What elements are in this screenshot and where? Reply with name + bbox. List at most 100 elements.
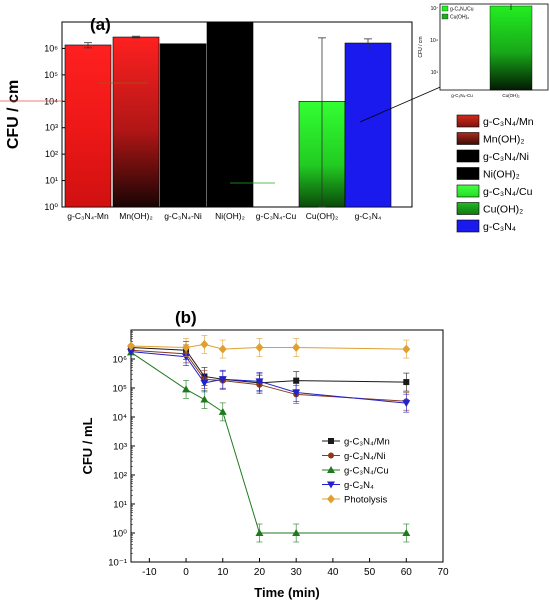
legend-a: g-C₃N₄/Mn Mn(OH)₂ g-C₃N₄/Ni Ni(OH)₂ g-C₃N₄/C… xyxy=(456,114,534,233)
series-3 xyxy=(127,347,411,413)
y-tick-label-a: 10¹ xyxy=(45,176,58,186)
data-point xyxy=(182,342,191,352)
legend-swatch xyxy=(456,132,480,145)
data-point xyxy=(218,376,227,384)
data-point xyxy=(200,379,209,387)
legend-label-b: g-C₃N₄/Ni xyxy=(344,451,386,462)
x-tick-label-b: 30 xyxy=(291,567,303,578)
legend-swatch xyxy=(456,202,480,215)
inset-chart: 10⁷ 10⁴ 10¹ CFU / cm g-C₃N₄-Cu Cu(OH)₂ g-C₃N₄/… xyxy=(418,3,549,98)
category-label: g-C₃N₄ xyxy=(355,211,382,221)
panel-label-b: (b) xyxy=(175,308,197,327)
category-label: Mn(OH)₂ xyxy=(119,211,153,221)
inset-legend-label: Cu(OH)₂ xyxy=(450,15,469,21)
inset-legend-swatch xyxy=(441,13,449,20)
data-point xyxy=(402,529,411,536)
x-tick-label-b: 0 xyxy=(183,567,189,578)
data-point xyxy=(328,452,334,459)
y-tick-label-b: 10⁰ xyxy=(113,529,128,540)
legend-label: g-C₃N₄/Mn xyxy=(483,116,534,128)
legend-swatch xyxy=(456,184,480,198)
panel-a: 10⁰ 10¹ 10² 10³ 10⁴ 10⁵ 10⁶ CFU / cm (a) g-C₃N₄-M… xyxy=(0,15,446,221)
category-label: g-C₃N₄-Mn xyxy=(67,211,109,221)
x-tick-label-b: -10 xyxy=(142,567,157,578)
inset-y-label: CFU / cm xyxy=(418,36,424,57)
data-point xyxy=(328,438,334,444)
legend-label: Ni(OH)₂ xyxy=(483,169,520,181)
x-axis-label-b: Time (min) xyxy=(254,585,320,600)
y-tick-label-a: 10² xyxy=(45,149,58,159)
inset-y-tick-label: 10¹ xyxy=(431,70,439,76)
data-point xyxy=(292,342,301,352)
y-tick-label-b: 10⁴ xyxy=(112,413,127,424)
category-label: Cu(OH)₂ xyxy=(306,211,339,221)
y-tick-label-b: 10⁻¹ xyxy=(108,558,127,569)
legend-label: Mn(OH)₂ xyxy=(483,134,524,146)
y-tick-label-b: 10² xyxy=(113,471,127,482)
inset-legend-label: g-C₃N₄/Cu xyxy=(450,7,474,13)
y-tick-label-a: 10⁰ xyxy=(44,202,58,212)
legend-swatch xyxy=(456,219,480,233)
category-label: g-C₃N₄-Ni xyxy=(164,211,202,221)
legend-label: g-C₃N₄/Ni xyxy=(483,151,529,163)
data-point xyxy=(255,529,264,536)
inset-connector xyxy=(359,84,446,123)
bar xyxy=(64,44,112,208)
data-point xyxy=(293,377,300,384)
y-axis-label-a: CFU / cm xyxy=(5,80,22,149)
inset-category-label: Cu(OH)₂ xyxy=(502,93,519,98)
series-line xyxy=(130,349,407,402)
y-tick-label-b: 10³ xyxy=(113,442,127,453)
data-point xyxy=(403,379,410,386)
x-tick-label-b: 60 xyxy=(401,567,413,578)
data-point xyxy=(182,353,191,361)
category-label: Ni(OH)₂ xyxy=(215,211,245,221)
legend-label-b: g-C₃N₄/Mn xyxy=(344,437,390,448)
inset-legend-swatch xyxy=(441,5,449,12)
series-line xyxy=(130,351,407,404)
legend-swatch xyxy=(456,149,480,163)
panel-label-a: (a) xyxy=(90,15,111,34)
legend-swatch xyxy=(456,167,480,180)
legend-label-b: g-C₃N₄/Cu xyxy=(344,466,389,477)
inset-y-tick-label: 10⁷ xyxy=(431,6,439,12)
data-point xyxy=(200,339,209,349)
inset-category-label: g-C₃N₄-Cu xyxy=(451,93,473,98)
data-point xyxy=(255,378,264,386)
legend-label-b: g-C₃N₄ xyxy=(344,480,374,491)
data-point xyxy=(127,341,135,351)
bar xyxy=(344,42,392,208)
series-4 xyxy=(127,335,411,359)
legend-label: g-C₃N₄/Cu xyxy=(483,186,533,198)
x-tick-label-b: 20 xyxy=(254,567,266,578)
data-point xyxy=(327,494,335,504)
bar xyxy=(206,21,254,208)
bar xyxy=(159,43,207,208)
panel-b: (b) -10 0 10 20 30 40 50 60 70 Time (min) 10⁻¹ 10⁰ 10… xyxy=(80,308,449,600)
inset-bar xyxy=(489,5,533,91)
y-tick-label-a: 10⁵ xyxy=(44,70,58,80)
series-1 xyxy=(128,344,410,411)
x-tick-label-b: 50 xyxy=(364,567,376,578)
y-tick-label-b: 10⁵ xyxy=(112,384,127,395)
legend-label: Cu(OH)₂ xyxy=(483,204,523,216)
data-point xyxy=(292,529,301,536)
legend-label-b: Photolysis xyxy=(344,495,388,506)
data-point xyxy=(327,481,335,489)
data-point xyxy=(255,342,264,352)
inset-y-tick-label: 10⁴ xyxy=(430,38,438,44)
y-tick-label-b: 10⁶ xyxy=(113,355,128,366)
x-tick-label-b: 40 xyxy=(327,567,339,578)
data-point xyxy=(402,400,411,408)
y-tick-label-a: 10³ xyxy=(45,123,58,133)
legend-swatch xyxy=(456,114,480,128)
data-point xyxy=(200,395,209,403)
plot-frame-b xyxy=(130,329,444,563)
data-point xyxy=(182,385,191,393)
y-axis-label-b: CFU / mL xyxy=(80,417,95,474)
x-tick-label-b: 70 xyxy=(437,567,449,578)
series-line xyxy=(130,343,407,350)
x-tick-label-b: 10 xyxy=(217,567,229,578)
y-tick-label-a: 10⁶ xyxy=(44,43,58,53)
